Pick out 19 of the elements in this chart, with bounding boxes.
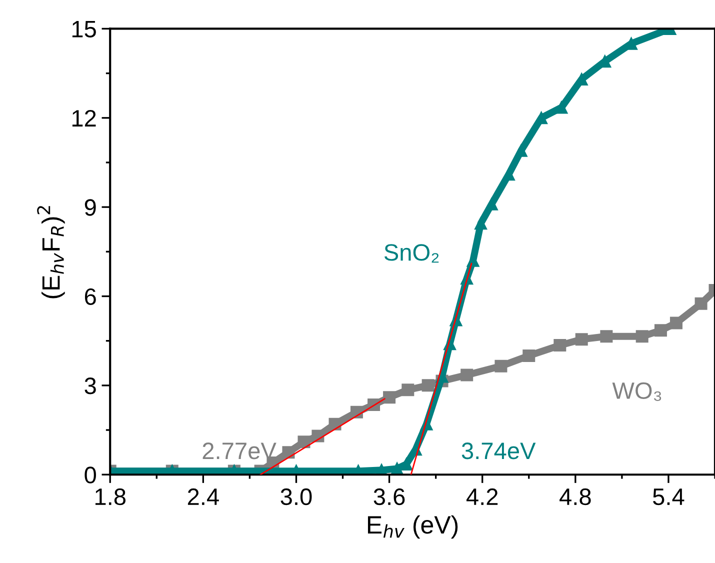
x-tick-label: 1.8: [96, 488, 126, 506]
x-tick-label: 3.0: [280, 488, 312, 506]
y-tick-label: 0: [84, 466, 96, 484]
y-tick-label: 6: [84, 288, 96, 306]
x-tick-label: 4.2: [466, 488, 498, 505]
x-tick-label: 5.4: [653, 488, 684, 506]
x-tick-label: 4.8: [560, 488, 591, 506]
y-tick-label: 15: [72, 21, 96, 38]
x-tick-label: 3.6: [374, 488, 405, 506]
y-tick-label: 9: [84, 199, 96, 216]
y-axis-title: (E$_{hv}$F$_{R}$)$^{2}$: [37, 206, 65, 298]
annotation: 2.77eV: [202, 442, 276, 460]
series-label: WO₃: [612, 382, 662, 401]
x-tick-label: 2.4: [188, 488, 219, 505]
series-label: SnO₂: [384, 244, 439, 263]
y-tick-label: 12: [72, 110, 96, 126]
y-tick-label: 3: [84, 378, 96, 394]
annotation: 3.74eV: [462, 442, 536, 460]
x-axis-title: E$_{hv}$ (eV): [368, 515, 458, 539]
